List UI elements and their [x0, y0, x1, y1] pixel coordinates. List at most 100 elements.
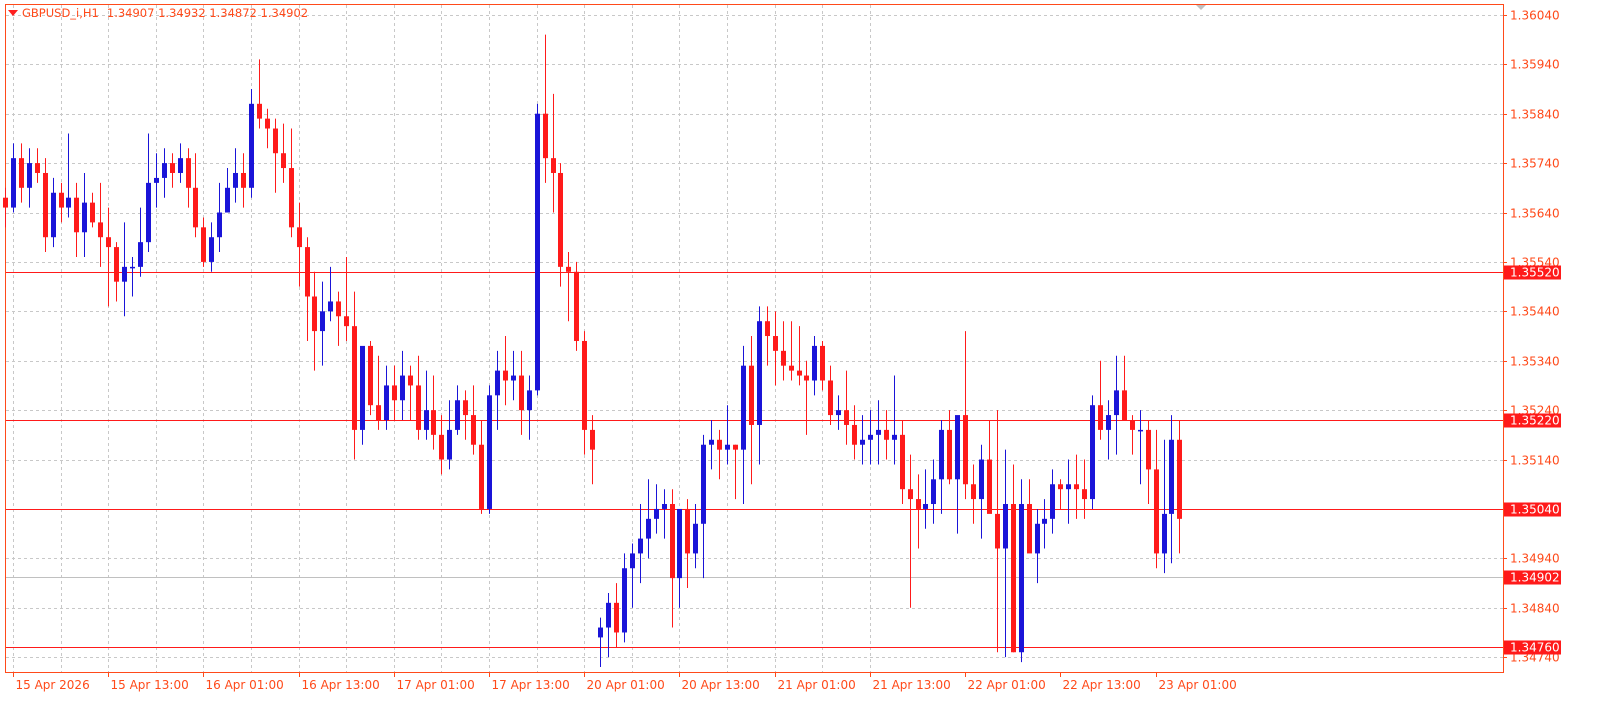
bull-candle-body: [360, 345, 365, 430]
bull-candle-body: [162, 163, 167, 178]
open-value: 1.34907: [106, 6, 155, 20]
bull-candle-body: [130, 266, 135, 269]
horizontal-levels[interactable]: [6, 272, 1503, 648]
bull-candle-body: [1090, 405, 1095, 500]
bear-candle-body: [74, 197, 79, 233]
bull-candle-body: [495, 370, 500, 396]
bear-candle-body: [828, 380, 833, 416]
x-tick-label: 20 Apr 01:00: [587, 678, 665, 692]
bull-candle-body: [1114, 390, 1119, 416]
bear-candle-body: [987, 459, 992, 514]
bear-candle-body: [1027, 504, 1032, 554]
bear-candle-body: [852, 424, 857, 445]
bear-candle-body: [519, 375, 524, 411]
bear-candle-body: [368, 345, 373, 406]
price-axis[interactable]: 1.36040 1.35940 1.35840 1.35740 1.35640 1.355…: [1503, 9, 1560, 665]
bull-candle-body: [931, 479, 936, 505]
bull-candle-body: [1162, 513, 1167, 554]
symbol-header[interactable]: GBPUSD_i,H1 1.34907 1.34932 1.34872 1.349…: [8, 5, 308, 21]
bear-candle-body: [804, 375, 809, 381]
scroll-marker-icon[interactable]: [1196, 5, 1206, 10]
bull-candle-body: [455, 400, 460, 430]
bull-candle-body: [225, 187, 230, 213]
bear-candle-body: [844, 410, 849, 425]
bull-candle-body: [606, 602, 611, 628]
y-tick-label: 1.34840: [1510, 602, 1560, 616]
y-tick-label: 1.34940: [1510, 552, 1560, 566]
bear-candle-body: [416, 385, 421, 430]
bull-candle-body: [209, 237, 214, 262]
bear-candle-body: [336, 301, 341, 317]
bull-candle-body: [138, 242, 143, 267]
bear-candle-body: [820, 345, 825, 381]
bear-candle-body: [344, 316, 349, 327]
x-tick-label: 20 Apr 13:00: [682, 678, 760, 692]
y-tick-label: 1.35440: [1510, 305, 1560, 319]
triangle-down-icon[interactable]: [8, 10, 18, 16]
bear-candle-body: [781, 350, 786, 366]
level-label: 1.35520: [1510, 266, 1560, 280]
bull-candle-body: [1003, 504, 1008, 549]
bear-candle-body: [884, 429, 889, 440]
bull-candle-body: [923, 504, 928, 509]
bear-candle-body: [352, 326, 357, 430]
y-tick-label: 1.35340: [1510, 355, 1560, 369]
bear-candle-body: [193, 187, 198, 228]
bull-candle-body: [154, 177, 159, 183]
bear-candle-body: [1074, 484, 1079, 490]
bull-candle-body: [693, 523, 698, 554]
bear-candle-body: [3, 197, 8, 208]
bull-candle-body: [598, 627, 603, 638]
bull-candle-body: [868, 434, 873, 440]
bear-candle-body: [106, 237, 111, 248]
x-tick-label: 16 Apr 13:00: [302, 678, 380, 692]
low-value: 1.34872: [209, 6, 257, 20]
bull-candle-body: [654, 508, 659, 519]
bull-candle-body: [447, 429, 452, 460]
bull-candle-body: [11, 158, 16, 208]
bear-candle-body: [582, 340, 587, 430]
level-label-bg: [1504, 640, 1561, 655]
bull-candle-body: [646, 518, 651, 539]
bull-candle-body: [892, 434, 897, 440]
bear-candle-body: [558, 172, 563, 267]
bear-candle-body: [186, 158, 191, 188]
bear-candle-body: [789, 365, 794, 371]
bear-candle-body: [305, 247, 310, 297]
bull-candle-body: [955, 415, 960, 480]
y-tick-label: 1.36040: [1510, 9, 1560, 23]
bull-candle-body: [725, 444, 730, 450]
x-tick-label: 15 Apr 2026: [16, 678, 90, 692]
candles: [3, 34, 1182, 668]
x-tick-label: 22 Apr 13:00: [1063, 678, 1141, 692]
close-value: 1.34902: [260, 6, 309, 20]
bear-candle-body: [765, 321, 770, 337]
bear-candle-body: [797, 370, 802, 376]
time-axis[interactable]: 15 Apr 2026 15 Apr 13:00 16 Apr 01:00 16 Ap…: [13, 672, 1237, 692]
bear-candle-body: [201, 227, 206, 262]
bear-candle-body: [773, 336, 778, 351]
bear-candle-body: [257, 103, 262, 119]
bull-candle-body: [535, 113, 540, 391]
y-tick-label: 1.35840: [1510, 108, 1560, 122]
bull-candle-body: [630, 553, 635, 569]
bull-candle-body: [1169, 439, 1174, 514]
x-tick-label: 17 Apr 13:00: [492, 678, 570, 692]
bull-candle-body: [1050, 484, 1055, 519]
x-tick-label: 16 Apr 01:00: [206, 678, 284, 692]
bear-candle-body: [1146, 429, 1151, 470]
bull-candle-body: [178, 158, 183, 173]
bear-candle-body: [995, 513, 1000, 549]
y-tick-label: 1.35940: [1510, 58, 1560, 72]
bear-candle-body: [685, 508, 690, 554]
y-tick-label: 1.35140: [1510, 454, 1560, 468]
bull-candle-body: [1106, 415, 1111, 430]
bear-candle-body: [59, 192, 64, 208]
bear-candle-body: [170, 163, 175, 173]
high-value: 1.34932: [158, 6, 206, 20]
plot-border: [5, 4, 1504, 673]
bear-candle-body: [543, 113, 548, 159]
bull-candle-body: [741, 365, 746, 450]
